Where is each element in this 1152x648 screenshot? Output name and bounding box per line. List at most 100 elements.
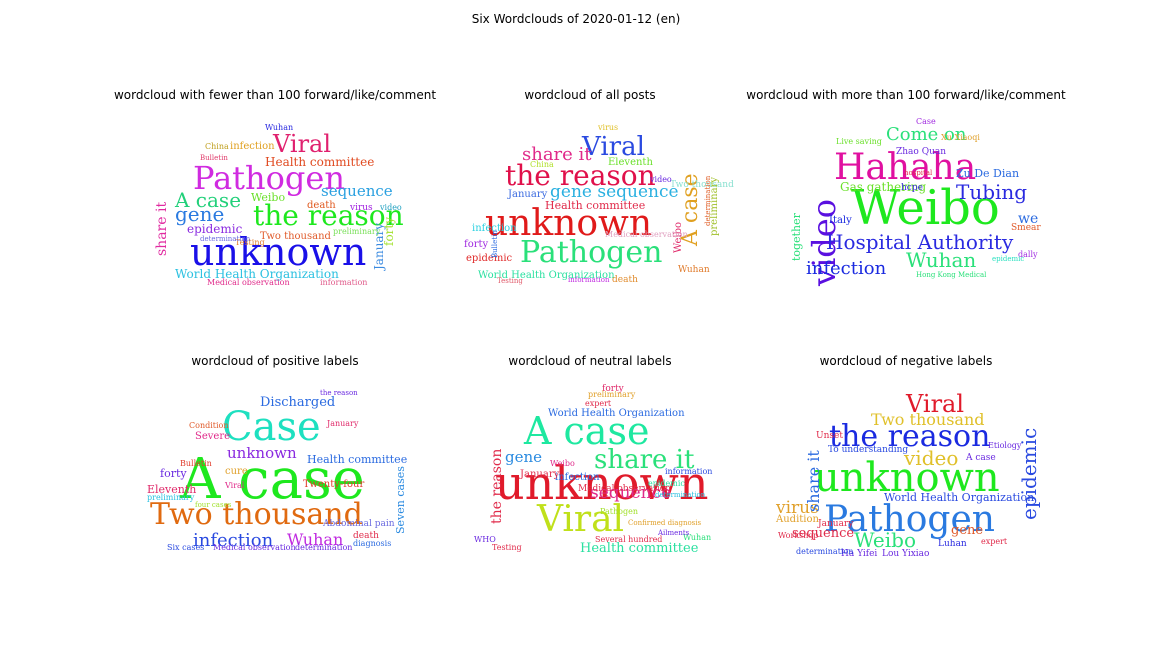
wordcloud-canvas: unknown Pathogen the reason Viral A case gene…	[125, 106, 425, 291]
word-health-committee: Health committee	[265, 155, 375, 169]
word-gas-gathering: Gas gathering	[840, 180, 927, 194]
word-health-committee: Health committee	[580, 541, 699, 556]
word-medical-observation: Medical observation	[213, 543, 296, 552]
word-etiology: Etiology	[988, 441, 1022, 450]
word-weibo: Weibo	[854, 528, 917, 552]
word-infection: infection	[472, 223, 517, 234]
word-death: death	[612, 275, 638, 285]
word-diagnosis: diagnosis	[353, 539, 392, 548]
word-determination: determination	[655, 491, 706, 499]
word-expert: expert	[981, 537, 1008, 546]
word-share-it: share it	[522, 144, 592, 165]
wordcloud-canvas: Weibo Hahaha video Hospital Authority Come o…	[756, 106, 1056, 291]
word-who: WHO	[474, 535, 496, 544]
word-wuhan: Wuhan	[287, 530, 344, 549]
word-gene: gene	[951, 523, 984, 538]
word-forty: forty	[602, 384, 624, 394]
word-the-reason: the reason	[829, 419, 991, 454]
wordcloud-panel-negative: wordcloud of negative labels unknown Path…	[756, 354, 1056, 574]
word-preliminary: preliminary	[588, 390, 636, 399]
word-workshop: Workshop	[778, 531, 819, 540]
word-condition: Condition	[189, 421, 229, 430]
word-case: Case	[916, 117, 936, 126]
panel-title: wordcloud with fewer than 100 forward/li…	[113, 88, 437, 102]
wordcloud-canvas: unknown the reason Pathogen Viral gene seque…	[440, 106, 740, 291]
panel-title: wordcloud of negative labels	[819, 354, 993, 368]
panel-title: wordcloud of positive labels	[191, 354, 359, 368]
word-medical-observation: Medical observation	[605, 230, 688, 239]
word-dally: dally	[1018, 250, 1038, 259]
word-eleventh: Eleventh	[147, 483, 197, 496]
word-information: information	[665, 467, 713, 476]
word-severe: Severe	[195, 431, 231, 442]
word-viral: Viral	[906, 390, 965, 418]
word-unset: Unset	[816, 431, 843, 441]
word-january: January	[327, 419, 359, 428]
word-share-it: share it	[804, 450, 823, 512]
word-epidemic: epidemic	[1017, 427, 1041, 520]
word-unknown: unknown	[485, 203, 653, 244]
word-world-health-organization: World Health Organization	[175, 267, 339, 281]
word-information: information	[320, 278, 368, 287]
word-expert: expert	[585, 399, 612, 408]
wordcloud-panel-fewer-than-100: wordcloud with fewer than 100 forward/li…	[114, 88, 436, 308]
wordcloud-canvas: A case Case Two thousand infection Wuhan unkn…	[125, 372, 425, 557]
word-two-thousand: Two thousand	[260, 231, 331, 242]
word-pathogen: Pathogen	[193, 159, 345, 197]
word-bulletin: Bulletin	[200, 154, 228, 162]
word-viral: Viral	[273, 130, 332, 158]
word-gene: gene	[505, 448, 543, 466]
word-infection: infection	[806, 258, 887, 279]
word-sequence: sequence	[590, 483, 672, 503]
wordcloud-panel-positive: wordcloud of positive labels A case Case T…	[125, 354, 425, 574]
word-health-committee: Health committee	[307, 453, 408, 466]
word-wuhan: Wuhan	[678, 265, 710, 275]
panel-title: wordcloud with more than 100 forward/lik…	[746, 88, 1066, 102]
word-china: China	[530, 160, 554, 169]
word-a-case: A case	[175, 188, 242, 212]
word-epidemic: epidemic	[187, 222, 243, 236]
word-gene: gene	[175, 202, 225, 226]
word-two-thousand: Two thousand	[670, 180, 734, 190]
word-preliminary: preliminary	[333, 227, 381, 236]
word-to-understanding: To understanding	[828, 445, 909, 455]
word-january: January	[508, 189, 548, 200]
word-epidemic: epidemic	[648, 479, 685, 488]
word-eleventh: Eleventh	[608, 157, 653, 168]
word-ailments: Ailments	[658, 529, 690, 537]
word-virus: virus	[776, 498, 819, 518]
word-wuhan: Wuhan	[906, 248, 977, 272]
word-two-thousand: Two thousand	[150, 497, 363, 532]
word-preliminary: preliminary	[147, 493, 195, 502]
word-we: we	[1018, 211, 1039, 227]
word-january: January	[818, 519, 854, 529]
word-share-it: share it	[154, 201, 170, 256]
word-forty: forty	[464, 239, 489, 250]
word-infection: infection	[193, 530, 274, 551]
word-forty: forty	[382, 216, 396, 246]
word-seven-cases: Seven cases	[394, 466, 407, 534]
word-testing: Testing	[497, 277, 523, 285]
word-gene-sequence: gene sequence	[550, 182, 679, 202]
word-lou-yixiao: Lou Yixiao	[882, 549, 930, 558]
word-bulletin: Bulletin	[180, 459, 212, 468]
word-case: Case	[222, 404, 321, 450]
word-six-cases: Six cases	[167, 543, 205, 552]
word-health-committee: Health committee	[545, 199, 646, 212]
word-a-case: A case	[524, 409, 650, 453]
word-unknown: unknown	[227, 444, 297, 462]
word-a-case: A case	[966, 453, 996, 463]
word-smear: Smear	[1011, 223, 1041, 233]
word-testing: Testing	[492, 543, 522, 552]
word-weibo: Weibo	[851, 180, 1000, 236]
word-pathogen: Pathogen	[600, 507, 638, 516]
word-death: death	[307, 200, 336, 211]
word-hcpe: hcpe	[901, 183, 923, 193]
word-epidemic: epidemic	[466, 253, 513, 264]
word-together: together	[790, 213, 803, 261]
word-live-saving: Live saving	[836, 137, 882, 146]
word-zhao-quan: Zhao Quan	[896, 147, 947, 157]
word-hahaha: Hahaha	[834, 147, 977, 188]
word-medical-observation: Medical observation	[578, 484, 671, 494]
word-weibo: Weibo	[251, 191, 286, 204]
